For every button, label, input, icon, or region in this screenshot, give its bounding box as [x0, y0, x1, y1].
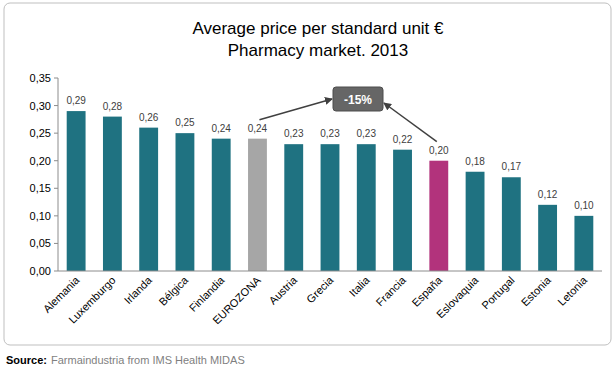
x-tick-label: Italia [347, 273, 373, 299]
x-tick-label: Irlanda [122, 273, 155, 306]
data-label: 0,28 [103, 101, 123, 112]
annotation-box [333, 87, 383, 111]
annotation-text: -15% [344, 93, 372, 107]
chart: Average price per standard unit € Pharmac… [0, 0, 615, 371]
x-tick-label: Luxemburgo [66, 274, 118, 326]
bar [139, 128, 158, 271]
data-label: 0,29 [66, 95, 86, 106]
data-label: 0,18 [465, 156, 485, 167]
y-tick [54, 271, 58, 272]
y-tick-label: 0,15 [30, 182, 51, 194]
data-label: 0,26 [139, 112, 159, 123]
y-tick [54, 215, 58, 216]
bar [574, 216, 593, 271]
data-label: 0,23 [284, 128, 304, 139]
bar [538, 205, 557, 271]
bar [429, 161, 448, 271]
data-label: 0,24 [248, 123, 268, 134]
data-label: 0,25 [175, 117, 195, 128]
x-axis: AlemaniaLuxemburgoIrlandaBélgicaFinlandi… [41, 273, 590, 326]
bar [248, 139, 267, 271]
y-tick-label: 0,20 [30, 155, 51, 167]
data-label: 0,23 [357, 128, 377, 139]
y-tick [54, 243, 58, 244]
source: Source: Farmaindustria from IMS Health MI… [6, 354, 245, 366]
annotation: -15% [259, 87, 436, 142]
bar [67, 111, 86, 271]
y-tick-label: 0,30 [30, 100, 51, 112]
x-tick-label: Francia [374, 273, 409, 308]
bar [103, 117, 122, 271]
x-tick-label: España [409, 273, 444, 308]
data-label: 0,10 [574, 200, 594, 211]
data-labels: 0,29 0,28 0,26 0,25 0,24 0,24 0,23 0,23 0,23 0,22… [66, 95, 594, 211]
data-label: 0,23 [320, 128, 340, 139]
chart-frame [4, 3, 611, 345]
bar [212, 139, 231, 271]
x-tick-label: Austria [266, 273, 299, 306]
data-label: 0,17 [502, 161, 522, 172]
y-tick-label: 0,10 [30, 210, 51, 222]
annotation-arrow [259, 99, 332, 120]
bars [67, 111, 594, 271]
x-axis-line [58, 271, 602, 272]
y-tick-label: 0,25 [30, 127, 51, 139]
x-tick-label: Grecia [304, 273, 336, 305]
y-tick [54, 160, 58, 161]
bar [393, 150, 412, 271]
y-tick [54, 78, 58, 79]
y-axis: 0,00 0,05 0,10 0,15 0,20 0,25 0,30 0,35 [30, 72, 58, 277]
x-tick-label: Eslovaquia [434, 273, 481, 320]
title: Average price per standard unit € [192, 19, 444, 38]
x-tick-label: EUROZONA [210, 273, 263, 326]
x-tick-label: Bélgica [156, 273, 191, 308]
y-tick-label: 0,00 [30, 265, 51, 277]
data-label: 0,12 [538, 189, 558, 200]
bar [502, 177, 521, 271]
x-tick-label: Portugal [479, 274, 516, 311]
bar [176, 133, 195, 271]
y-tick [54, 188, 58, 189]
data-label: 0,24 [211, 123, 231, 134]
bar [321, 144, 340, 271]
bar [357, 144, 376, 271]
source-text: Farmaindustria from IMS Health MIDAS [51, 354, 245, 366]
y-tick-label: 0,35 [30, 72, 51, 84]
data-label: 0,20 [429, 145, 449, 156]
annotation-arrow [384, 103, 437, 142]
x-tick-label: Letonia [555, 273, 590, 308]
subtitle: Pharmacy market. 2013 [228, 41, 408, 60]
y-tick [54, 105, 58, 106]
x-tick-label: Estonia [519, 273, 554, 308]
data-label: 0,22 [393, 134, 413, 145]
y-axis-line [58, 78, 59, 271]
y-tick-label: 0,05 [30, 237, 51, 249]
bar [284, 144, 303, 271]
y-tick [54, 133, 58, 134]
source-label: Source: [6, 354, 47, 366]
bar [466, 172, 485, 271]
